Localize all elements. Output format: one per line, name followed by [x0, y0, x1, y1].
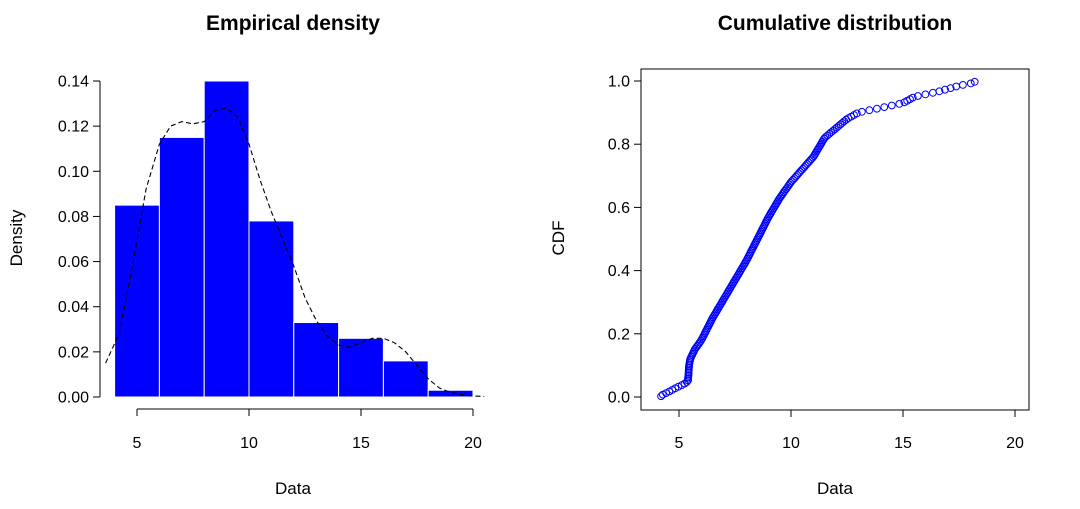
cdf-point: [941, 85, 949, 94]
density-y-tick-label: 0.10: [58, 164, 89, 181]
cdf-y-tick-label: 0.8: [608, 137, 630, 154]
cdf-point: [880, 103, 889, 111]
cdf-point: [929, 88, 937, 97]
cdf-point: [852, 109, 861, 118]
cdf-plot-box: [640, 68, 1030, 411]
density-y-tick-label: 0.06: [58, 254, 89, 271]
histogram-bar-6: [338, 337, 384, 398]
histogram-bar-7: [382, 360, 429, 398]
cdf-point: [858, 107, 866, 116]
cdf-panel: Cumulative distribution 0.0 0.2 0.4 0.6 0.8 1…: [549, 12, 1030, 498]
cdf-y-tick-label: 1.0: [608, 74, 630, 91]
density-x-axis: 5 10 15 20: [133, 408, 482, 452]
cdf-points: [657, 77, 979, 401]
cdf-y-axis: 0.0 0.2 0.4 0.6 0.8 1.0: [608, 74, 641, 407]
cdf-x-tick-label: 10: [782, 435, 800, 452]
cdf-x-tick-label: 20: [1006, 435, 1024, 452]
density-panel: Empirical density 0.000.020.040.060.080.…: [7, 12, 485, 498]
cdf-x-tick-label: 15: [894, 435, 912, 452]
cdf-x-label: Data: [817, 479, 853, 498]
cdf-y-label: CDF: [549, 221, 568, 256]
cdf-point: [921, 90, 930, 99]
cdf-point: [970, 77, 979, 86]
cdf-y-tick-label: 0.0: [608, 390, 630, 407]
density-title: Empirical density: [206, 12, 380, 35]
density-x-tick-label: 20: [464, 435, 482, 452]
cdf-point: [959, 81, 967, 89]
cdf-point: [914, 92, 922, 100]
histogram-bar-5: [293, 322, 340, 398]
histogram-bar-3: [203, 80, 250, 398]
cdf-point: [908, 93, 917, 102]
cdf-point: [935, 87, 944, 96]
cdf-x-axis: 5 10 15 20: [675, 410, 1024, 452]
cdf-title: Cumulative distribution: [718, 12, 953, 35]
density-y-label: Density: [7, 209, 26, 266]
cdf-y-tick-label: 0.6: [608, 200, 630, 217]
histogram-bar-8: [427, 389, 474, 398]
density-y-axis: 0.00 0.02 0.04 0.06 0.08 0.10 0.12 0.14: [58, 74, 101, 407]
cdf-point: [865, 106, 874, 115]
cdf-x-tick-label: 5: [675, 435, 684, 452]
density-y-tick-label: 0.00: [58, 390, 89, 407]
density-y-tick-label: 0.12: [58, 119, 89, 136]
histogram-bars: [114, 80, 474, 398]
density-curve: [105, 107, 485, 398]
histogram-bar-2: [158, 136, 205, 398]
cdf-point: [657, 392, 665, 401]
density-x-tick-label: 5: [133, 435, 142, 452]
cdf-y-tick-label: 0.4: [608, 263, 630, 280]
histogram-bar-1: [114, 204, 160, 398]
density-x-tick-label: 10: [240, 435, 258, 452]
density-y-tick-label: 0.04: [58, 299, 89, 316]
cdf-point: [895, 100, 904, 108]
density-y-tick-label: 0.02: [58, 344, 89, 361]
density-y-tick-label: 0.08: [58, 209, 89, 226]
density-x-tick-label: 15: [352, 435, 370, 452]
density-y-tick-label: 0.14: [58, 74, 89, 91]
cdf-point: [887, 101, 896, 110]
cdf-point: [873, 104, 881, 113]
cdf-point: [966, 79, 975, 88]
density-x-label: Data: [275, 479, 311, 498]
cdf-y-tick-label: 0.2: [608, 326, 630, 343]
histogram-bar-4: [248, 220, 295, 398]
cdf-point: [946, 84, 955, 92]
